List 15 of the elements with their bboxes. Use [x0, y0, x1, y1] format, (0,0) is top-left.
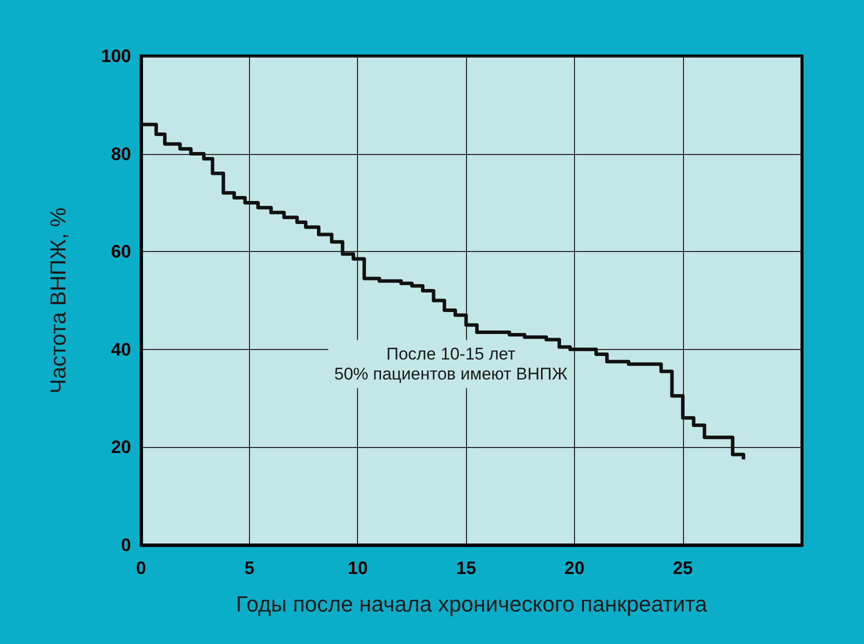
y-tick-label: 0	[120, 535, 131, 555]
y-tick-label: 60	[110, 242, 131, 262]
y-tick-label: 100	[100, 46, 131, 66]
y-axis-title: Частота ВНПЖ, %	[46, 207, 70, 394]
annotation: После 10-15 лет 50% пациентов имеют ВНПЖ	[334, 344, 568, 384]
y-tick-label: 20	[110, 437, 131, 458]
x-tick-label: 5	[244, 558, 254, 578]
x-tick-label: 15	[456, 558, 476, 578]
x-tick-label: 10	[348, 558, 368, 578]
y-tick-label: 80	[110, 144, 131, 164]
x-axis-title: Годы после начала хронического панкреатита	[236, 592, 708, 616]
x-tick-label: 20	[564, 558, 584, 578]
x-tick-label: 0	[136, 558, 146, 578]
x-tick-label: 25	[672, 558, 693, 578]
y-tick-label: 40	[110, 339, 131, 360]
